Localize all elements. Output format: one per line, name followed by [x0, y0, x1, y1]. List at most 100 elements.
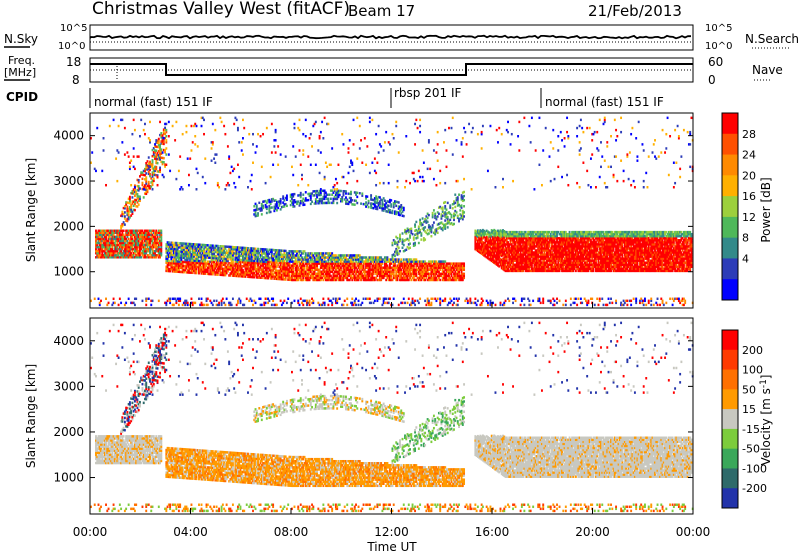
power-cell: [137, 237, 140, 241]
power-cell: [111, 233, 114, 237]
power-cell: [199, 245, 202, 249]
power-cell: [336, 201, 339, 205]
power-cell: [253, 249, 256, 252]
power-cell: [157, 245, 160, 249]
power-cell: [108, 235, 111, 239]
power-cell: [117, 235, 120, 239]
power-cell: [187, 269, 190, 272]
power-cell: [193, 251, 195, 254]
power-cell: [156, 157, 159, 161]
power-cell: [147, 184, 150, 188]
power-cell: [242, 265, 244, 268]
power-cell: [191, 257, 194, 260]
power-cell: [260, 258, 263, 261]
power-cell: [186, 258, 189, 262]
power-cell: [240, 269, 243, 272]
power-cell: [100, 233, 102, 237]
power-cell: [151, 159, 154, 162]
power-cell: [133, 229, 136, 232]
power-cell: [135, 190, 138, 194]
power-cell: [144, 239, 146, 243]
power-cell: [144, 169, 146, 173]
power-cell: [107, 245, 110, 249]
power-cell: [274, 267, 277, 270]
power-cell: [145, 186, 148, 189]
power-cell: [101, 239, 104, 243]
power-cell: [253, 255, 256, 259]
power-cell: [213, 262, 216, 266]
power-cell: [204, 243, 207, 247]
power-cell: [460, 204, 463, 207]
cpid-segment-3: normal (fast) 151 IF: [545, 95, 664, 109]
power-cell: [182, 242, 185, 245]
power-cell: [274, 259, 277, 262]
power-cell: [187, 242, 190, 246]
power-cell: [198, 251, 200, 255]
power-cell: [303, 203, 306, 206]
power-cell: [157, 231, 160, 235]
power-cell: [121, 235, 124, 239]
power-cell: [277, 269, 280, 273]
power-cell: [258, 274, 261, 277]
power-cell: [279, 253, 282, 256]
power-cell: [181, 260, 184, 264]
power-cell: [162, 142, 165, 146]
power-cell: [234, 274, 237, 278]
power-cell: [122, 251, 125, 255]
power-cell: [219, 269, 222, 272]
power-cell: [270, 271, 273, 274]
power-cell: [150, 256, 153, 259]
power-cell: [106, 231, 109, 235]
power-cell: [208, 262, 210, 266]
power-cell: [195, 249, 198, 252]
power-cell: [164, 136, 167, 140]
power-cell: [172, 266, 175, 269]
power-cell: [273, 267, 276, 270]
power-cell: [230, 258, 233, 261]
power-cell: [255, 272, 258, 275]
power-cell: [254, 267, 257, 271]
power-cell: [125, 254, 128, 257]
power-cell: [262, 204, 265, 208]
power-cell: [231, 270, 234, 273]
power-cell: [149, 185, 151, 188]
power-cell: [234, 248, 237, 251]
power-cell: [145, 235, 148, 239]
power-cell: [225, 271, 228, 275]
power-cell: [161, 142, 164, 145]
power-cell: [186, 265, 189, 268]
power-cell: [249, 271, 252, 275]
power-cell: [265, 270, 268, 274]
power-cell: [127, 211, 130, 215]
power-cell: [313, 194, 316, 197]
power-cell: [201, 255, 204, 259]
power-cell: [257, 276, 259, 279]
power-cell: [264, 258, 267, 261]
power-cell: [132, 229, 135, 232]
power-cell: [186, 256, 189, 260]
power-cell: [123, 211, 126, 214]
power-cell: [180, 248, 183, 251]
power-cell: [123, 207, 126, 210]
power-cell: [253, 251, 256, 254]
power-cell: [110, 247, 113, 251]
power-cell: [356, 195, 359, 199]
power-cell: [166, 269, 169, 273]
power-cell: [174, 256, 177, 259]
power-cell: [279, 259, 282, 263]
power-cell: [196, 259, 199, 263]
power-cell: [128, 247, 131, 251]
power-cell: [191, 265, 194, 268]
power-cell: [284, 278, 287, 281]
power-cell: [284, 249, 287, 253]
power-cell: [293, 192, 296, 196]
power-cell: [140, 241, 143, 245]
power-cell: [138, 229, 141, 232]
power-cell: [177, 246, 180, 249]
power-cell: [215, 244, 218, 248]
power-cell: [194, 253, 197, 256]
power-cell: [402, 214, 405, 218]
power-cell: [267, 250, 270, 253]
power-cell: [141, 231, 144, 235]
